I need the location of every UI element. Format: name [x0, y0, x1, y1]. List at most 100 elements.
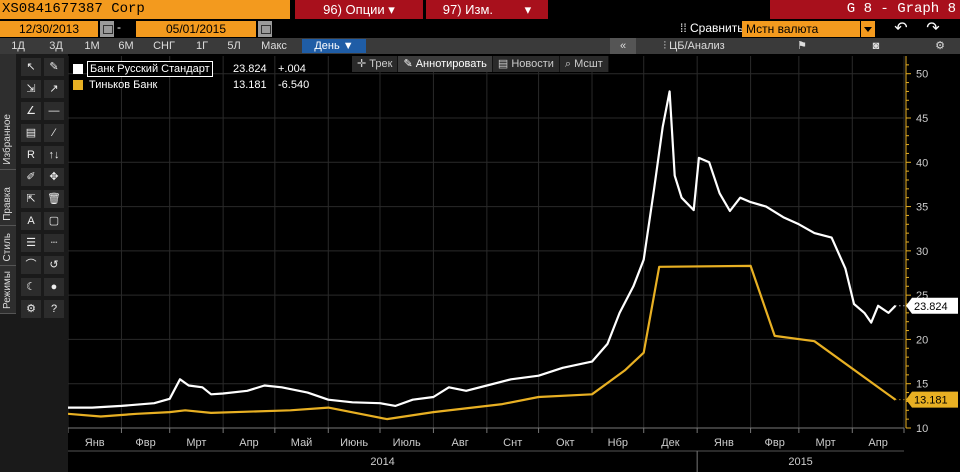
frequency-select[interactable]: День ▼ — [302, 39, 366, 53]
tool-settings-icon[interactable]: ⚙ — [21, 300, 41, 318]
last-value-tag — [906, 297, 958, 314]
x-tick-label: Мрт — [186, 437, 206, 449]
tool-arc-icon[interactable]: ⌒ — [21, 256, 41, 274]
period-1d[interactable]: 1Д — [11, 40, 25, 52]
last-value-label: 13.181 — [914, 395, 948, 407]
period-bar: 1Д 3Д 1М 6М СНГ 1Г 5Л Макс День ▼ « ⫶ ЦБ… — [0, 38, 960, 54]
last-value-label: 23.824 — [914, 301, 948, 313]
redo-icon[interactable]: ↷ — [926, 20, 940, 37]
legend-change: +.004 — [278, 63, 306, 75]
period-3d[interactable]: 3Д — [49, 40, 63, 52]
legend-swatch — [73, 80, 83, 90]
x-tick-label: Янв — [85, 437, 105, 449]
x-tick-label: Мрт — [816, 437, 836, 449]
chevron-down-icon[interactable] — [861, 21, 875, 37]
changes-label: 97) Изм. — [442, 2, 494, 17]
legend-label: Тиньков Банк — [89, 79, 158, 91]
x-tick-label: Апр — [868, 437, 887, 449]
legend-swatch — [73, 64, 83, 74]
legend-item[interactable]: Тиньков Банк 13.181 -6.540 — [71, 77, 325, 93]
chart-toolbar: ✛ Трек ✎ Аннотировать ▤ Новости ⌕ Мсшт — [352, 56, 609, 72]
tab-style[interactable]: Стиль — [0, 226, 16, 266]
period-ytd[interactable]: СНГ — [153, 40, 175, 52]
y-tick-label: 45 — [916, 113, 928, 125]
security-field[interactable]: XS0841677387 Corp — [0, 0, 290, 19]
year-label: 2014 — [370, 456, 394, 468]
analysis-button[interactable]: ⫶ ЦБ/Анализ — [644, 38, 744, 54]
period-max[interactable]: Макс — [261, 40, 287, 52]
period-1m[interactable]: 1М — [84, 40, 100, 52]
calendar-icon[interactable] — [258, 21, 272, 37]
price-chart[interactable]: Янв Фвр Мрт Апр Май Июнь Июль Авг Снт Окт Нбр Дек Ян… — [68, 54, 960, 472]
drawing-toolbar: Избранное Правка Стиль Режимы ↖ ✎ ⇲ ↗ ∠ — ▤ ⁄ R ↑… — [0, 54, 68, 472]
x-tick-label: Янв — [714, 437, 734, 449]
tool-fib-icon[interactable]: ▤ — [21, 124, 41, 142]
tool-select-icon[interactable]: ↖ — [21, 58, 41, 76]
x-tick-label: Июль — [393, 437, 421, 449]
date-separator: - — [117, 20, 121, 34]
tool-box-icon[interactable]: ▢ — [44, 212, 64, 230]
y-tick-label: 20 — [916, 334, 928, 346]
zoom-button[interactable]: ⌕ Мсшт — [560, 56, 609, 72]
tab-favorites[interactable]: Избранное — [0, 54, 16, 170]
tool-cursor-icon[interactable]: ⇱ — [21, 190, 41, 208]
tool-lines-icon[interactable]: ☰ — [21, 234, 41, 252]
tab-edit[interactable]: Правка — [0, 170, 16, 226]
changes-menu[interactable]: 97) Изм. ▾ — [426, 0, 548, 19]
news-button[interactable]: ▤ Новости — [493, 56, 560, 72]
currency-select[interactable]: Мстн валюта — [742, 21, 860, 37]
compare-label: Сравнить — [690, 21, 744, 35]
tool-moon-icon[interactable]: ☾ — [21, 278, 41, 296]
tool-expand-icon[interactable]: ⇲ — [21, 80, 41, 98]
track-button[interactable]: ✛ Трек — [352, 56, 399, 72]
start-date-field[interactable]: 12/30/2013 — [0, 21, 98, 37]
period-6m[interactable]: 6М — [118, 40, 134, 52]
end-date-field[interactable]: 05/01/2015 — [136, 21, 256, 37]
period-1y[interactable]: 1Г — [195, 40, 209, 52]
tool-move-icon[interactable]: ✥ — [44, 168, 64, 186]
analysis-icon: ⫶ — [663, 40, 670, 52]
pencil-icon: ✎ — [403, 58, 416, 70]
undo-icon[interactable]: ↶ — [894, 20, 908, 37]
collapse-button[interactable]: « — [610, 38, 636, 54]
title-bar: XS0841677387 Corp 96) Опции ▾ 97) Изм. ▾… — [0, 0, 960, 19]
flag-icon[interactable]: ⚑ — [797, 40, 807, 52]
period-5y[interactable]: 5Л — [227, 40, 241, 52]
tool-text-icon[interactable]: A — [21, 212, 41, 230]
calendar-icon[interactable] — [100, 21, 114, 37]
tool-hline-icon[interactable]: — — [44, 102, 64, 120]
annotate-button[interactable]: ✎ Аннотировать — [398, 56, 493, 72]
series-line-russian-standard — [68, 90, 897, 409]
x-tick-label: Снт — [503, 437, 522, 449]
tool-angle-icon[interactable]: ∠ — [21, 102, 41, 120]
x-tick-label: Фвр — [765, 437, 785, 449]
legend-item[interactable]: Банк Русский Стандарт 23.824 +.004 — [71, 61, 325, 77]
y-tick-label: 10 — [916, 423, 928, 435]
tool-ratio-icon[interactable]: R — [21, 146, 41, 164]
tool-draw-icon[interactable]: ✎ — [44, 58, 64, 76]
options-menu[interactable]: 96) Опции ▾ — [295, 0, 423, 19]
tool-trend-icon[interactable]: ↗ — [44, 80, 64, 98]
window-title: G 8 - Graph 8 — [770, 0, 960, 19]
series-line-tinkoff — [68, 264, 897, 421]
gear-icon[interactable]: ⚙ — [935, 40, 945, 52]
y-tick-label: 40 — [916, 157, 928, 169]
tool-diag-icon[interactable]: ⁄ — [44, 124, 64, 142]
magnifier-icon: ⌕ — [564, 58, 575, 70]
tool-help-icon[interactable]: ? — [44, 300, 64, 318]
tool-color-icon[interactable]: ● — [44, 278, 64, 296]
legend-last: 23.824 — [233, 63, 267, 75]
compare-button[interactable]: ⁞⁞ Сравнить — [680, 21, 743, 35]
year-label: 2015 — [788, 456, 812, 468]
y-tick-label: 50 — [916, 69, 928, 81]
tool-dotted-icon[interactable]: ┈ — [44, 234, 64, 252]
x-tick-label: Нбр — [608, 437, 628, 449]
tool-trash-icon[interactable]: 🗑 — [44, 190, 64, 208]
x-tick-label: Фвр — [135, 437, 155, 449]
x-tick-label: Июнь — [340, 437, 368, 449]
tab-modes[interactable]: Режимы — [0, 266, 16, 314]
tool-pen-icon[interactable]: ✐ — [21, 168, 41, 186]
tool-range-icon[interactable]: ↑↓ — [44, 146, 64, 164]
tool-rotate-icon[interactable]: ↺ — [44, 256, 64, 274]
camera-icon[interactable]: ◙ — [872, 40, 880, 52]
